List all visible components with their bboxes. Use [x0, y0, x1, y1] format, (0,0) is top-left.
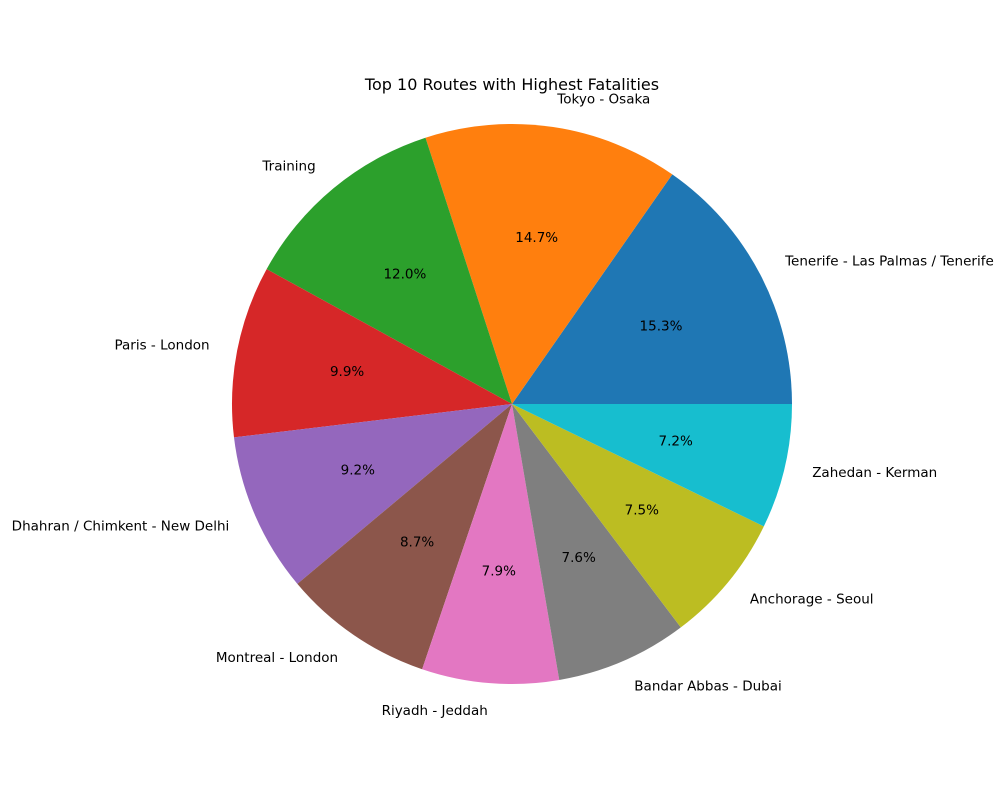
- slice-label: Paris - London: [115, 337, 210, 353]
- slice-percent-label: 7.9%: [482, 564, 516, 580]
- slice-label: Training: [261, 159, 315, 175]
- slice-label: Anchorage - Seoul: [750, 592, 874, 608]
- labels-layer: Tenerife - Las Palmas / Tenerife 15.3% Tok…: [12, 91, 994, 719]
- chart-title: Top 10 Routes with Highest Fatalities: [364, 75, 659, 94]
- pie-slice: [231, 269, 513, 438]
- slice-percent-label: 8.7%: [400, 535, 434, 551]
- slice-percent-label: 7.6%: [562, 550, 596, 566]
- slice-label: Bandar Abbas - Dubai: [634, 679, 781, 695]
- slice-percent-label: 7.2%: [659, 434, 693, 450]
- slice-percent-label: 12.0%: [383, 267, 426, 283]
- pie-slice: [297, 404, 512, 670]
- pie-slice: [233, 404, 513, 584]
- slice-label: Tokyo - Osaka: [556, 91, 650, 107]
- slice-label: Montreal - London: [216, 650, 338, 666]
- slice-percent-label: 7.5%: [625, 503, 659, 519]
- pie-slice: [422, 404, 560, 684]
- slice-label: Tenerife - Las Palmas / Tenerife: [784, 254, 994, 270]
- slices-layer: [231, 123, 792, 684]
- slice-label: Dhahran / Chimkent - New Delhi: [12, 518, 230, 534]
- slice-percent-label: 9.2%: [341, 463, 375, 479]
- pie-slice: [425, 123, 673, 405]
- slice-label: Riyadh - Jeddah: [382, 703, 488, 719]
- pie-slice: [512, 404, 792, 527]
- slice-percent-label: 9.9%: [330, 364, 364, 380]
- pie-slice: [512, 174, 792, 404]
- pie-slice: [266, 137, 512, 404]
- slice-percent-label: 14.7%: [515, 230, 558, 246]
- slice-percent-label: 15.3%: [640, 318, 683, 334]
- pie-slice: [512, 404, 681, 680]
- slice-label: Zahedan - Kerman: [812, 465, 937, 481]
- pie-slice: [512, 404, 764, 628]
